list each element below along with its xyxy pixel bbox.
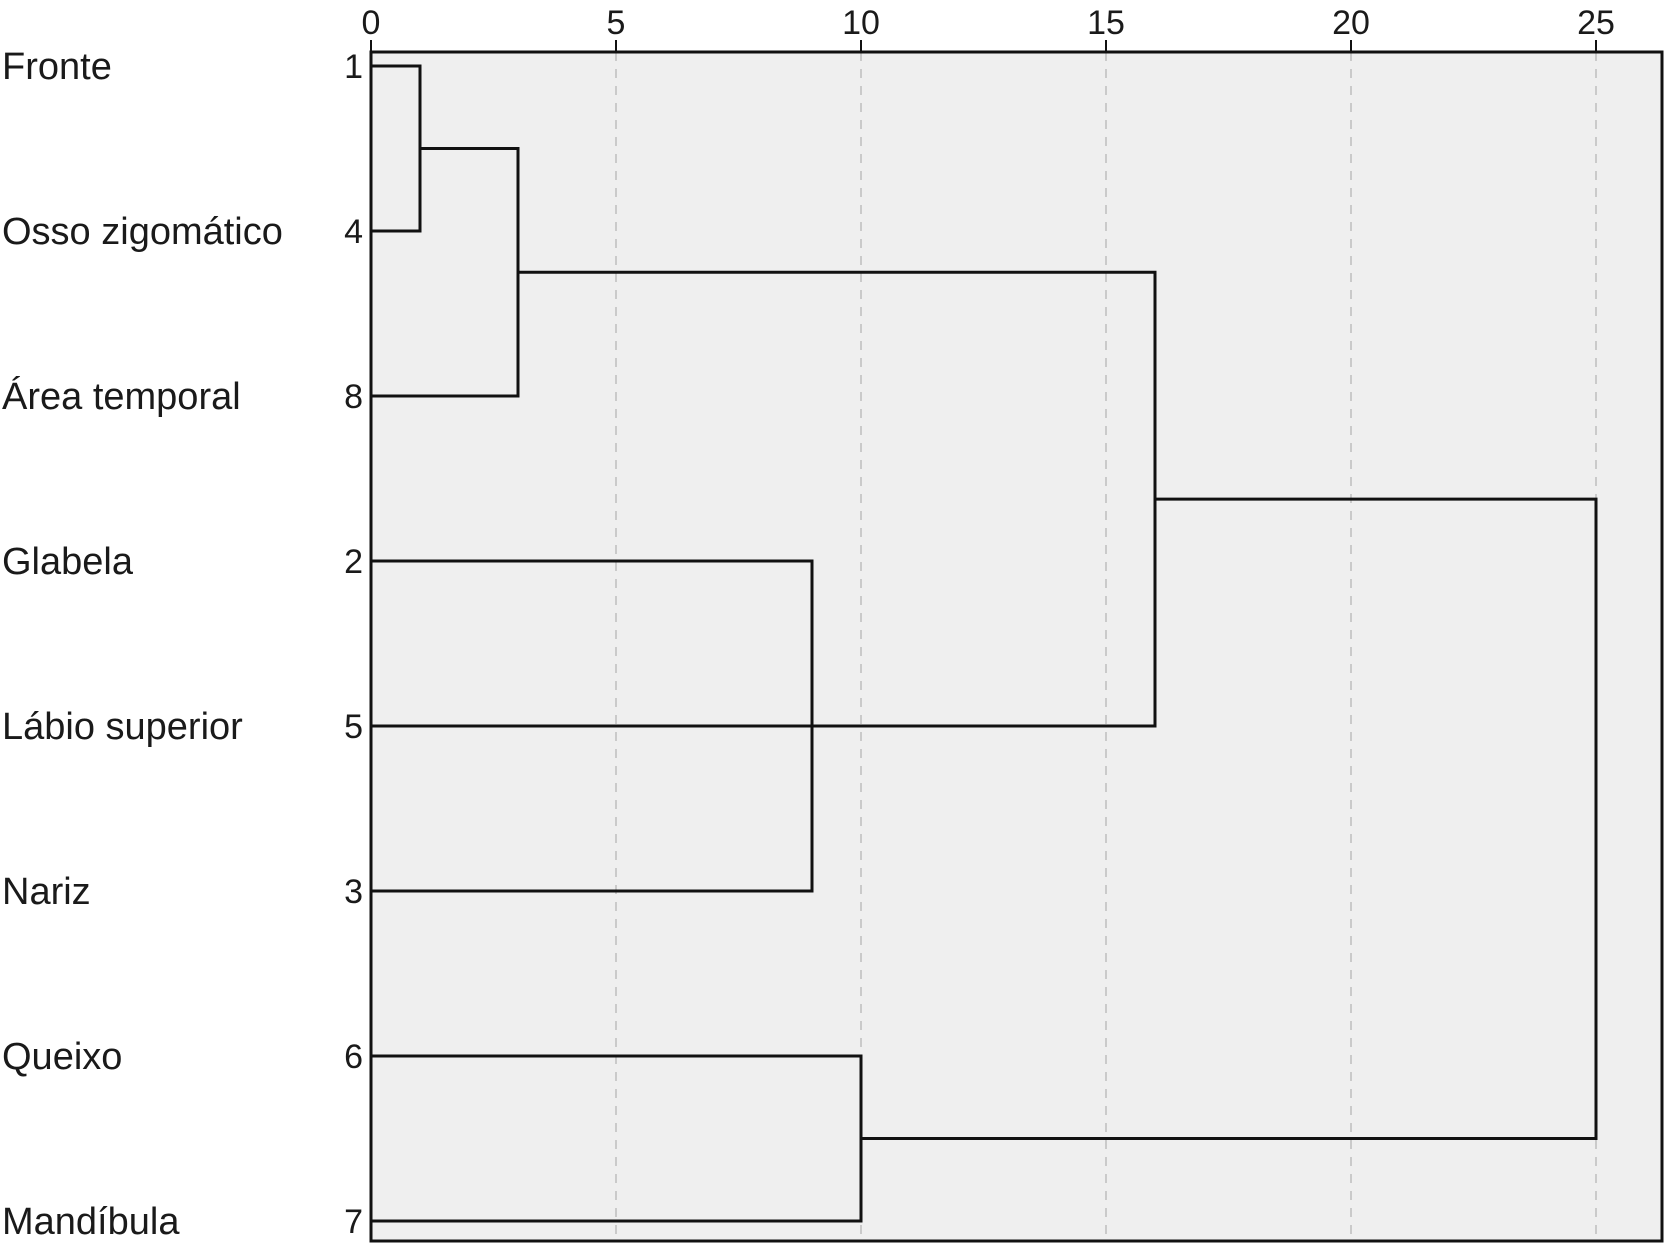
x-tick-label-5: 5 [607, 4, 626, 42]
leaf-label: Nariz [2, 871, 91, 913]
leaf-label: Glabela [2, 541, 134, 583]
x-axis-ticks: 0 5 10 15 20 25 [362, 4, 1615, 52]
leaf-number: 1 [344, 48, 363, 86]
leaf-label: Mandíbula [2, 1201, 180, 1243]
leaf-label: Fronte [2, 46, 112, 88]
leaf-label: Área temporal [2, 375, 241, 418]
x-tick-label-10: 10 [842, 4, 880, 42]
leaf-labels: Fronte 1 Osso zigomático 4 Área temporal 8 Gla… [2, 46, 363, 1243]
leaf-label: Osso zigomático [2, 211, 283, 253]
dendrogram-link [861, 497, 1598, 1140]
leaf-number: 4 [344, 213, 363, 251]
leaf-number: 7 [344, 1203, 363, 1241]
x-tick-label-0: 0 [362, 4, 381, 42]
plot-frame [369, 50, 1664, 1243]
leaf-label: Queixo [2, 1036, 122, 1078]
leaf-number: 6 [344, 1038, 363, 1076]
x-tick-label-20: 20 [1332, 4, 1370, 42]
dendrogram-links [371, 64, 1598, 1223]
leaf-number: 8 [344, 378, 363, 416]
leaf-number: 3 [344, 873, 363, 911]
leaf-number: 5 [344, 708, 363, 746]
x-tick-label-25: 25 [1577, 4, 1615, 42]
x-tick-label-15: 15 [1087, 4, 1125, 42]
leaf-label: Lábio superior [2, 706, 243, 748]
plot-area [371, 52, 1662, 1241]
leaf-number: 2 [344, 543, 363, 581]
